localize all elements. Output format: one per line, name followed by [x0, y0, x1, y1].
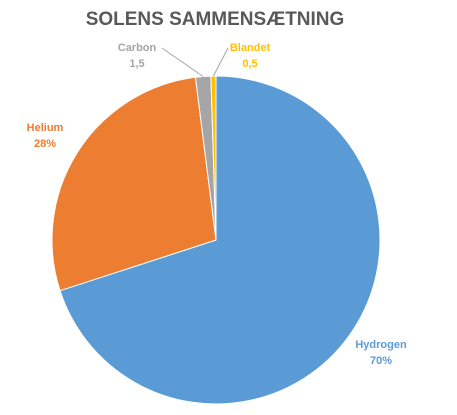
pie-slice [51, 76, 217, 292]
slice-label: Hydrogen [355, 339, 407, 351]
slice-value-label: 1,5 [129, 58, 144, 70]
leader-line [212, 47, 229, 77]
slice-value-label: 70% [370, 355, 392, 367]
slice-label: Helium [27, 122, 64, 134]
leader-line [161, 47, 204, 77]
pie-slice [59, 75, 381, 405]
slice-label: Carbon [118, 42, 157, 54]
slice-label: Blandet [230, 42, 271, 54]
chart-title: SOLENS SAMMENSÆTNING [86, 9, 345, 30]
slice-value-label: 28% [34, 138, 56, 150]
slice-value-label: 0,5 [242, 58, 257, 70]
